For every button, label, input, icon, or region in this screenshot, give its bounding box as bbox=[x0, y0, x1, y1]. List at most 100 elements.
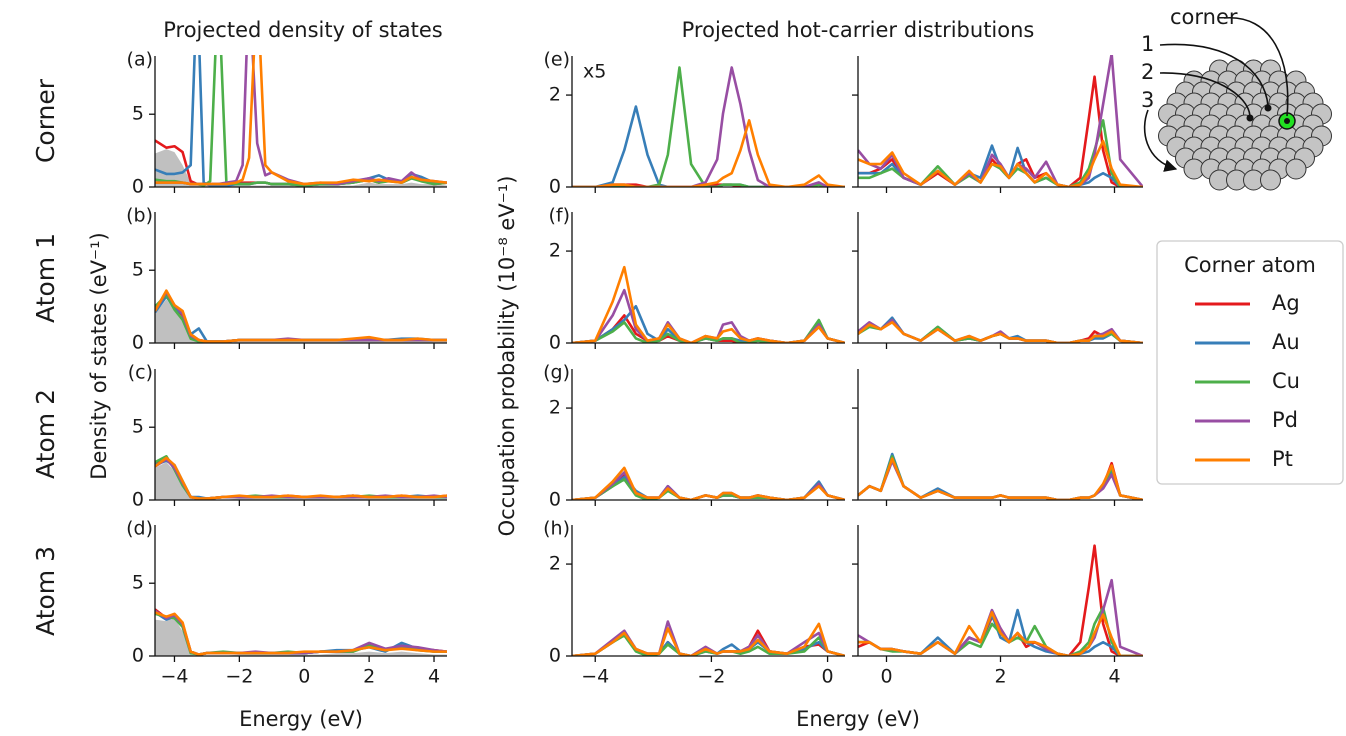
line bbox=[155, 295, 447, 343]
line bbox=[155, 457, 447, 500]
leader bbox=[1143, 109, 1178, 172]
y-tick-label: 0 bbox=[132, 489, 144, 511]
line bbox=[858, 457, 1143, 500]
leader bbox=[1223, 17, 1289, 117]
legend-label: Cu bbox=[1272, 369, 1300, 393]
line bbox=[572, 66, 845, 187]
y-tick-label: 0 bbox=[132, 332, 144, 354]
panel-label: (c) bbox=[128, 362, 153, 384]
x-tick-label: 0 bbox=[298, 666, 310, 688]
y-tick-label: 2 bbox=[549, 397, 561, 419]
x-tick-label: 4 bbox=[428, 666, 440, 688]
inset-label: 3 bbox=[1141, 88, 1154, 112]
y-tick-label: 2 bbox=[549, 240, 561, 262]
line bbox=[572, 183, 845, 187]
line bbox=[155, 459, 447, 500]
line bbox=[572, 265, 845, 343]
inset-label: corner bbox=[1170, 5, 1238, 29]
panel-label: (a) bbox=[127, 49, 153, 71]
panel-label: (d) bbox=[126, 518, 153, 540]
line bbox=[858, 139, 1143, 187]
x-tick-label: −2 bbox=[697, 666, 725, 688]
area bbox=[155, 462, 447, 500]
y-tick-label: 0 bbox=[132, 176, 144, 198]
panel: 0 5 (c) bbox=[128, 362, 447, 511]
line bbox=[572, 66, 845, 187]
x-tick-label: 2 bbox=[363, 666, 375, 688]
y-tick-label: 0 bbox=[132, 645, 144, 667]
panel: 0 2 4 bbox=[852, 525, 1143, 688]
y-tick-label: 5 bbox=[132, 572, 144, 594]
column-title: Projected hot-carrier distributions bbox=[682, 18, 1035, 42]
row-label: Corner bbox=[31, 78, 60, 163]
line bbox=[572, 622, 845, 656]
panel: 0 2 (f) bbox=[548, 205, 845, 354]
y-tick-label: 5 bbox=[132, 416, 144, 438]
panel: −4 −2 0 2 4 0 5 (d) bbox=[126, 518, 447, 688]
legend-label: Pd bbox=[1272, 408, 1298, 432]
x-tick-label: 0 bbox=[880, 666, 892, 688]
y-tick-label: 5 bbox=[132, 259, 144, 281]
panel: 0 2 (g) bbox=[543, 362, 845, 511]
atom bbox=[1285, 158, 1307, 180]
line bbox=[572, 119, 845, 187]
atom-marker bbox=[1264, 104, 1272, 112]
x-tick-label: −4 bbox=[581, 666, 609, 688]
legend-title: Corner atom bbox=[1184, 253, 1316, 277]
atom bbox=[1260, 169, 1281, 191]
x-tick-label: 2 bbox=[994, 666, 1006, 688]
legend: Corner atom Ag Au Cu Pd Pt bbox=[1156, 240, 1344, 485]
x-axis-label: Energy (eV) bbox=[239, 707, 363, 731]
panel bbox=[852, 212, 1143, 349]
x-tick-label: 0 bbox=[822, 666, 834, 688]
leader bbox=[1159, 43, 1269, 107]
y-tick-label: 0 bbox=[549, 332, 561, 354]
legend-label: Pt bbox=[1272, 447, 1293, 471]
y-axis-label: Occupation probability (10⁻⁸ eV⁻¹) bbox=[495, 176, 519, 537]
leader bbox=[1159, 72, 1251, 117]
legend-label: Au bbox=[1272, 330, 1300, 354]
row-label: Atom 1 bbox=[31, 233, 60, 323]
line bbox=[155, 456, 447, 500]
area bbox=[155, 299, 447, 343]
x-tick-label: 4 bbox=[1108, 666, 1120, 688]
line bbox=[858, 119, 1143, 187]
x-axis-label: Energy (eV) bbox=[796, 707, 920, 731]
atom-marker bbox=[1246, 114, 1254, 122]
y-tick-label: 0 bbox=[549, 489, 561, 511]
row-label: Atom 3 bbox=[31, 546, 60, 636]
y-tick-label: 0 bbox=[549, 176, 561, 198]
line bbox=[155, 290, 447, 343]
inset-label: 2 bbox=[1141, 60, 1154, 84]
x-tick-label: −2 bbox=[225, 666, 253, 688]
panel: 0 2 (e) x5 bbox=[543, 49, 845, 198]
inset: corner 1 2 3 bbox=[1141, 5, 1332, 191]
line bbox=[155, 457, 447, 500]
cluster bbox=[1158, 59, 1332, 191]
column-title: Projected density of states bbox=[163, 18, 443, 42]
annotation: x5 bbox=[583, 61, 606, 83]
line bbox=[155, 293, 447, 343]
line bbox=[858, 544, 1143, 656]
panel-label: (b) bbox=[126, 205, 153, 227]
y-tick-label: 5 bbox=[132, 103, 144, 125]
atom-marker bbox=[1284, 118, 1290, 124]
panel bbox=[852, 55, 1143, 193]
line bbox=[572, 466, 845, 500]
panel: 0 5 (a) bbox=[127, 49, 447, 198]
line bbox=[858, 611, 1143, 656]
line bbox=[155, 289, 447, 343]
y-axis-label: Density of states (eV⁻¹) bbox=[87, 232, 111, 479]
x-tick-label: −4 bbox=[160, 666, 188, 688]
line bbox=[858, 321, 1143, 343]
legend-box bbox=[1156, 240, 1344, 485]
panel: −4 −2 0 0 2 (h) bbox=[543, 518, 845, 688]
legend-label: Ag bbox=[1272, 291, 1300, 315]
line bbox=[155, 292, 447, 343]
row-label: Atom 2 bbox=[31, 389, 60, 479]
area bbox=[155, 618, 447, 656]
panel-label: (f) bbox=[548, 205, 570, 227]
line bbox=[155, 455, 447, 500]
y-tick-label: 0 bbox=[549, 645, 561, 667]
